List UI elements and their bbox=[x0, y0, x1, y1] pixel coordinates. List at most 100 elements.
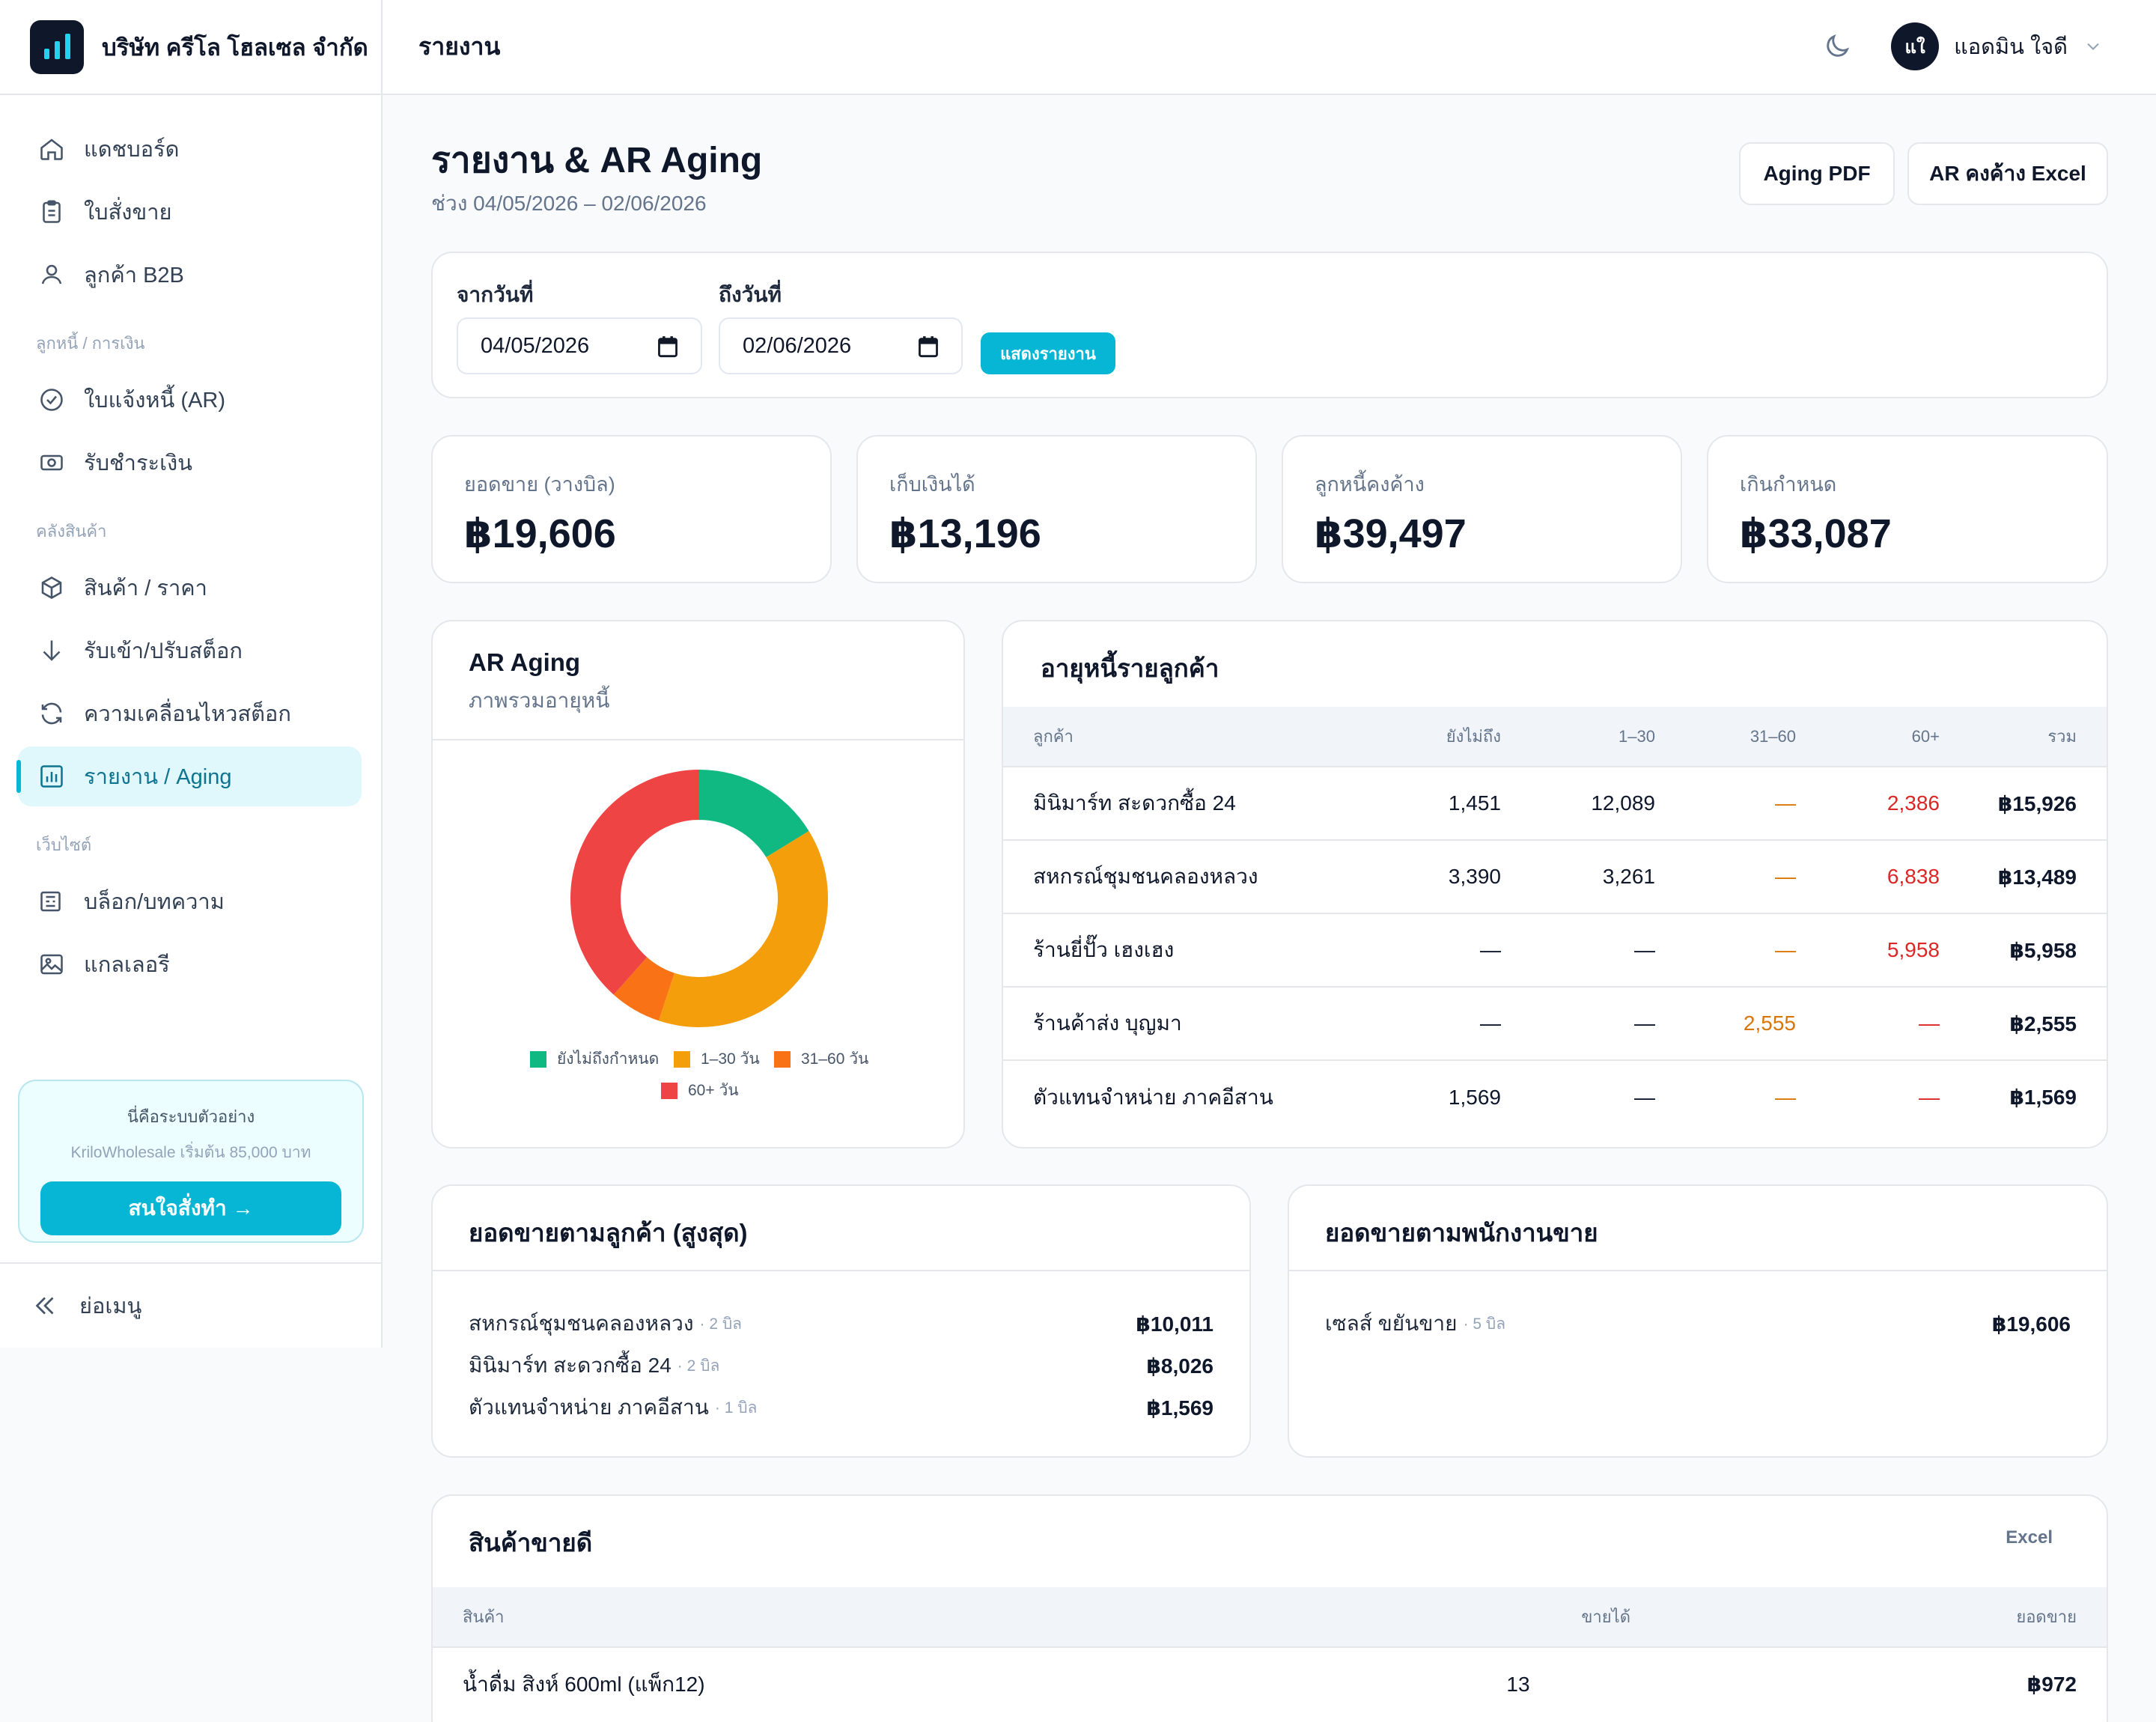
chevron-down-icon[interactable] bbox=[2083, 36, 2104, 57]
stat-card-collected: เก็บเงินได้ ฿13,196 bbox=[856, 435, 1257, 583]
sidebar-item-blog[interactable]: บล็อก/บทความ bbox=[18, 871, 362, 931]
stat-label: ลูกหนี้คงค้าง bbox=[1315, 473, 1425, 496]
user-name[interactable]: แอดมิน ใจดี bbox=[1954, 35, 2068, 59]
table-row[interactable]: มินิมาร์ท สะดวกซื้อ 24 1,451 12,089 — 2,… bbox=[1003, 766, 2107, 840]
aging-table: ลูกค้า ยังไม่ถึง 1–30 31–60 60+ รวม มินิ… bbox=[1003, 707, 2107, 1134]
to-date-value: 02/06/2026 bbox=[743, 333, 852, 358]
sales-by-customer-title: ยอดขายตามลูกค้า (สูงสุด) bbox=[469, 1219, 748, 1247]
bar-chart-icon bbox=[37, 762, 66, 791]
stat-card-outstanding: ลูกหนี้คงค้าง ฿39,497 bbox=[1282, 435, 1682, 583]
not-due-cell: 1,569 bbox=[1333, 1059, 1501, 1134]
sidebar-item-invoices[interactable]: ใบแจ้งหนี้ (AR) bbox=[18, 370, 362, 430]
double-chevron-left-icon bbox=[35, 1297, 54, 1315]
show-report-button[interactable]: แสดงรายงาน bbox=[981, 332, 1115, 374]
sidebar-item-products[interactable]: สินค้า / ราคา bbox=[18, 558, 362, 618]
sidebar-item-label: บล็อก/บทความ bbox=[84, 890, 225, 914]
sidebar-item-stock-in[interactable]: รับเข้า/ปรับสต็อก bbox=[18, 621, 362, 681]
sidebar-item-stock-movement[interactable]: ความเคลื่อนไหวสต็อก bbox=[18, 684, 362, 743]
sidebar-item-reports[interactable]: รายงาน / Aging bbox=[16, 746, 362, 806]
sidebar-item-payments[interactable]: รับชำระเงิน bbox=[18, 433, 362, 493]
sidebar-item-sales-orders[interactable]: ใบสั่งขาย bbox=[18, 182, 362, 242]
sales-by-customer-card: ยอดขายตามลูกค้า (สูงสุด) สหกรณ์ชุมชนคลอง… bbox=[431, 1184, 1251, 1458]
column-header: 1–30 bbox=[1501, 707, 1655, 767]
avatar[interactable]: แใ bbox=[1891, 22, 1940, 70]
top-products-title: สินค้าขายดี bbox=[469, 1529, 593, 1557]
table-row[interactable]: น้ำดื่ม สิงห์ 600ml (แพ็ก12) 13 ฿972 bbox=[433, 1646, 2107, 1721]
stat-value: ฿39,497 bbox=[1315, 511, 1467, 556]
customer-cell: สหกรณ์ชุมชนคลองหลวง bbox=[1003, 839, 1333, 913]
sidebar-item-gallery[interactable]: แกลเลอรี bbox=[18, 934, 362, 994]
sales-total-cell: ฿972 bbox=[1630, 1646, 2107, 1721]
sidebar-item-customers[interactable]: ลูกค้า B2B bbox=[18, 245, 362, 305]
column-header: ยังไม่ถึง bbox=[1333, 707, 1501, 767]
age-1-30-cell: — bbox=[1501, 1059, 1655, 1134]
top-products-card: สินค้าขายดี Excel สินค้า ขายได้ ยอดขาย น… bbox=[431, 1494, 2108, 1722]
stat-card-overdue: เกินกำหนด ฿33,087 bbox=[1707, 435, 2108, 583]
calendar-icon[interactable] bbox=[918, 335, 939, 358]
promo-subtitle: KriloWholesale เริ่มต้น 85,000 บาท bbox=[70, 1144, 311, 1161]
dark-mode-toggle-icon[interactable] bbox=[1822, 31, 1852, 61]
ar-excel-button[interactable]: AR คงค้าง Excel bbox=[1907, 142, 2108, 205]
column-header: ลูกค้า bbox=[1003, 707, 1333, 767]
clipboard-icon bbox=[37, 198, 66, 226]
customer-name: สหกรณ์ชุมชนคลองหลวง bbox=[469, 1312, 694, 1335]
table-row[interactable]: ตัวแทนจำหน่าย ภาคอีสาน 1,569 — — — ฿1,56… bbox=[1003, 1059, 2107, 1134]
box-icon bbox=[37, 574, 66, 602]
table-row[interactable]: ร้านค้าส่ง บุญมา — — 2,555 — ฿2,555 bbox=[1003, 986, 2107, 1060]
table-row[interactable]: ร้านยี่ปั๊ว เฮงเฮง — — — 5,958 ฿5,958 bbox=[1003, 913, 2107, 987]
export-excel-link[interactable]: Excel bbox=[2006, 1527, 2053, 1548]
donut-slice[interactable] bbox=[658, 830, 828, 1027]
promo-title: นี่คือระบบตัวอย่าง bbox=[127, 1107, 255, 1126]
nav-group-web: เว็บไซต์ bbox=[36, 836, 92, 854]
donut-slice[interactable] bbox=[570, 770, 699, 995]
from-date-label: จากวันที่ bbox=[457, 283, 534, 306]
sidebar-item-label: สินค้า / ราคา bbox=[84, 576, 207, 600]
age-1-30-cell: 3,261 bbox=[1501, 839, 1655, 913]
legend-swatch bbox=[674, 1050, 690, 1068]
total-cell: ฿1,569 bbox=[1940, 1059, 2107, 1134]
total-cell: ฿15,926 bbox=[1940, 766, 2107, 840]
home-icon bbox=[37, 135, 66, 163]
table-row[interactable]: สหกรณ์ชุมชนคลองหลวง 3,390 3,261 — 6,838 … bbox=[1003, 839, 2107, 913]
age-60-plus-cell: 2,386 bbox=[1796, 766, 1940, 840]
donut-slice[interactable] bbox=[699, 770, 809, 858]
age-31-60-cell: — bbox=[1655, 1059, 1796, 1134]
table-header-row: ลูกค้า ยังไม่ถึง 1–30 31–60 60+ รวม bbox=[1003, 707, 2107, 767]
sidebar-item-dashboard[interactable]: แดชบอร์ด bbox=[18, 119, 362, 179]
sales-by-rep-title: ยอดขายตามพนักงานขาย bbox=[1325, 1219, 1598, 1247]
sales-amount: ฿10,011 bbox=[1136, 1312, 1213, 1336]
list-item[interactable]: ตัวแทนจำหน่าย ภาคอีสาน · 1 บิล ฿1,569 bbox=[469, 1387, 1213, 1429]
legend-label: ยังไม่ถึงกำหนด bbox=[557, 1050, 660, 1068]
column-header: ยอดขาย bbox=[1630, 1587, 2107, 1647]
age-60-plus-cell: 6,838 bbox=[1796, 839, 1940, 913]
list-item[interactable]: เซลส์ ขยันขาย · 5 บิล ฿19,606 bbox=[1325, 1303, 2071, 1345]
age-1-30-cell: — bbox=[1501, 986, 1655, 1060]
order-now-button[interactable]: สนใจสั่งทำ → bbox=[40, 1181, 341, 1235]
list-item[interactable]: มินิมาร์ท สะดวกซื้อ 24 · 2 บิล ฿8,026 bbox=[469, 1345, 1213, 1387]
aging-by-customer-card: อายุหนี้รายลูกค้า ลูกค้า ยังไม่ถึง 1–30 … bbox=[1002, 620, 2108, 1148]
legend-swatch bbox=[774, 1050, 791, 1068]
from-date-input[interactable]: 04/05/2026 bbox=[457, 317, 702, 374]
aging-pdf-button[interactable]: Aging PDF bbox=[1739, 142, 1895, 205]
collapse-menu-button[interactable]: ย่อเมนู bbox=[0, 1262, 381, 1348]
brand[interactable]: บริษัท ครีโล โฮลเซล จำกัด bbox=[0, 0, 381, 95]
top-header: รายงาน แใ แอดมิน ใจดี bbox=[383, 0, 2156, 95]
not-due-cell: 1,451 bbox=[1333, 766, 1501, 840]
to-date-input[interactable]: 02/06/2026 bbox=[719, 317, 963, 374]
customer-name: มินิมาร์ท สะดวกซื้อ 24 bbox=[469, 1354, 672, 1377]
column-header: 31–60 bbox=[1655, 707, 1796, 767]
not-due-cell: — bbox=[1333, 913, 1501, 987]
legend-label: 1–30 วัน bbox=[701, 1050, 760, 1068]
donut-slice[interactable] bbox=[613, 957, 674, 1021]
to-date-label: ถึงวันที่ bbox=[719, 283, 782, 306]
aging-table-title: อายุหนี้รายลูกค้า bbox=[1041, 654, 1219, 682]
stat-value: ฿13,196 bbox=[889, 511, 1041, 556]
bill-count: · 5 บิล bbox=[1463, 1315, 1506, 1333]
nav-group-finance: ลูกหนี้ / การเงิน bbox=[36, 334, 145, 353]
image-icon bbox=[37, 950, 66, 979]
legend-label: 60+ วัน bbox=[688, 1082, 739, 1099]
calendar-icon[interactable] bbox=[657, 335, 678, 358]
sales-amount: ฿8,026 bbox=[1146, 1354, 1213, 1378]
bill-count: · 2 บิล bbox=[677, 1357, 720, 1375]
list-item[interactable]: สหกรณ์ชุมชนคลองหลวง · 2 บิล ฿10,011 bbox=[469, 1303, 1213, 1345]
